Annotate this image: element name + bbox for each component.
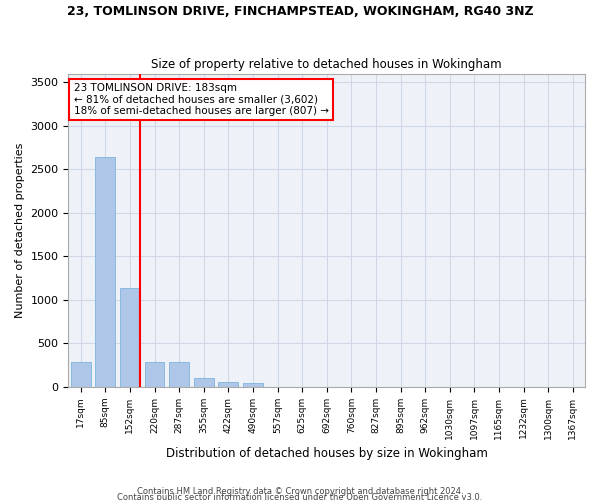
Bar bbox=[120, 288, 140, 387]
Bar bbox=[95, 157, 115, 387]
Text: 23 TOMLINSON DRIVE: 183sqm
← 81% of detached houses are smaller (3,602)
18% of s: 23 TOMLINSON DRIVE: 183sqm ← 81% of deta… bbox=[74, 83, 329, 116]
Bar bbox=[169, 362, 189, 387]
Text: Contains HM Land Registry data © Crown copyright and database right 2024.: Contains HM Land Registry data © Crown c… bbox=[137, 486, 463, 496]
Bar bbox=[218, 382, 238, 387]
Title: Size of property relative to detached houses in Wokingham: Size of property relative to detached ho… bbox=[151, 58, 502, 71]
Text: 23, TOMLINSON DRIVE, FINCHAMPSTEAD, WOKINGHAM, RG40 3NZ: 23, TOMLINSON DRIVE, FINCHAMPSTEAD, WOKI… bbox=[67, 5, 533, 18]
Bar bbox=[194, 378, 214, 387]
Bar bbox=[243, 384, 263, 387]
Bar bbox=[145, 362, 164, 387]
Bar bbox=[71, 362, 91, 387]
X-axis label: Distribution of detached houses by size in Wokingham: Distribution of detached houses by size … bbox=[166, 447, 488, 460]
Text: Contains public sector information licensed under the Open Government Licence v3: Contains public sector information licen… bbox=[118, 492, 482, 500]
Y-axis label: Number of detached properties: Number of detached properties bbox=[15, 142, 25, 318]
